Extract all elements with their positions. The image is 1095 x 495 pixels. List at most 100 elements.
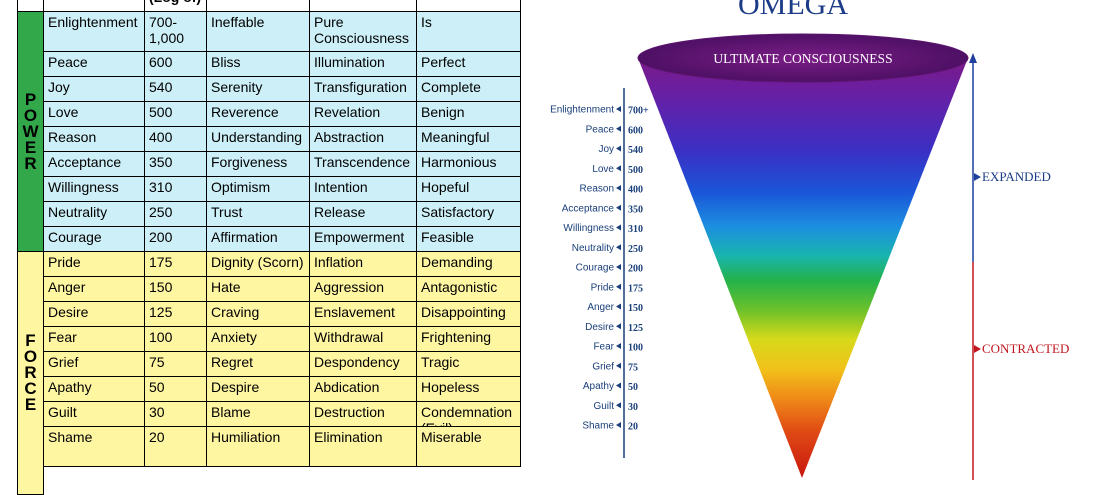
cell-emotion: Ineffable <box>207 12 310 52</box>
cell-emotion: Hate <box>207 277 310 302</box>
cell-level: Peace <box>44 52 145 77</box>
header-cell <box>310 0 417 12</box>
cell-process: Pure Consciousness <box>310 12 417 52</box>
level-name: Enlightenment <box>550 105 614 116</box>
cell-life-view: Complete <box>417 77 521 102</box>
cell-process: Abdication <box>310 377 417 402</box>
side-letter: R <box>24 363 37 382</box>
up-arrowhead-icon <box>969 53 977 63</box>
header-cell <box>207 0 310 12</box>
cell-level: Pride <box>44 252 145 277</box>
cell-emotion: Anxiety <box>207 327 310 352</box>
level-name: Shame <box>582 421 614 432</box>
cell-life-view: Antagonistic <box>417 277 521 302</box>
level-name: Pride <box>591 282 615 293</box>
cell-process: Revelation <box>310 102 417 127</box>
cell-level: Courage <box>44 227 145 252</box>
level-pointer-icon <box>616 244 621 251</box>
cell-life-view: Benign <box>417 102 521 127</box>
cell-log: 310 <box>145 177 207 202</box>
level-name: Courage <box>576 263 615 274</box>
cone-top-label: ULTIMATE CONSCIOUSNESS <box>713 51 892 66</box>
cell-life-view: Demanding <box>417 252 521 277</box>
level-pointer-icon <box>616 204 621 211</box>
level-pointer-icon <box>616 264 621 270</box>
cone-svg: ULTIMATE CONSCIOUSNESS OMEGA Enlightenme… <box>550 0 1069 480</box>
level-pointer-icon <box>616 362 621 369</box>
cell-emotion: Blame <box>207 402 310 427</box>
cell-level: Love <box>44 102 145 127</box>
cell-life-view: Meaningful <box>417 127 521 152</box>
cell-process: Withdrawal <box>310 327 417 352</box>
level-pointer-icon <box>616 185 621 191</box>
level-pointer-icon <box>616 125 621 132</box>
cell-log: 100 <box>145 327 207 352</box>
cell-life-view: Harmonious <box>417 152 521 177</box>
side-letter: E <box>24 137 37 157</box>
expanded-pointer-icon <box>974 173 981 181</box>
cell-life-view: Feasible <box>417 227 521 252</box>
level-value: 75 <box>628 362 638 373</box>
cell-level: Acceptance <box>44 152 145 177</box>
level-pointer-icon <box>616 224 621 231</box>
level-value: 500 <box>628 165 643 176</box>
level-pointer-icon <box>616 402 621 409</box>
header-cell <box>417 0 521 12</box>
cell-life-view: Condemnation (Evil) <box>417 402 521 427</box>
contracted-pointer-icon <box>974 345 981 353</box>
cell-level: Enlightenment <box>44 12 145 52</box>
level-pointer-icon <box>616 343 621 349</box>
cell-level: Guilt <box>44 402 145 427</box>
level-value: 350 <box>628 204 643 215</box>
cell-level: Desire <box>44 302 145 327</box>
cell-log: 125 <box>145 302 207 327</box>
level-name: Peace <box>586 124 615 135</box>
cell-log: 150 <box>145 277 207 302</box>
cell-emotion: Trust <box>207 202 310 227</box>
cell-log: 600 <box>145 52 207 77</box>
cell-life-view: Perfect <box>417 52 521 77</box>
level-pointer-icon <box>616 283 621 290</box>
cell-log: 200 <box>145 227 207 252</box>
cell-log: 540 <box>145 77 207 102</box>
side-letter: O <box>23 105 38 125</box>
cell-log: 175 <box>145 252 207 277</box>
level-pointer-icon <box>616 422 621 428</box>
cell-level: Shame <box>44 427 145 467</box>
cell-process: Elimination <box>310 427 417 467</box>
header-cell: (Log of) <box>145 0 207 12</box>
side-letter: E <box>24 395 37 414</box>
omega-title: OMEGA <box>738 0 848 21</box>
cell-emotion: Bliss <box>207 52 310 77</box>
cell-life-view: Frightening <box>417 327 521 352</box>
level-pointer-icon <box>616 106 621 112</box>
side-letter: W <box>22 121 39 141</box>
cell-log: 20 <box>145 427 207 467</box>
level-value: 30 <box>628 402 638 413</box>
side-letter: C <box>24 379 37 398</box>
cell-log: 75 <box>145 352 207 377</box>
cell-level: Joy <box>44 77 145 102</box>
expanded-label: EXPANDED <box>982 169 1051 184</box>
cell-log: 350 <box>145 152 207 177</box>
cell-emotion: Affirmation <box>207 227 310 252</box>
contracted-label: CONTRACTED <box>982 341 1069 356</box>
level-name: Anger <box>587 302 614 313</box>
side-letter: O <box>23 347 38 366</box>
cell-life-view: Tragic <box>417 352 521 377</box>
cell-process: Release <box>310 202 417 227</box>
cell-log: 700- 1,000 <box>145 12 207 52</box>
cone-body <box>638 58 968 478</box>
level-value: 50 <box>628 382 638 393</box>
level-name: Reason <box>580 184 614 195</box>
cell-emotion: Serenity <box>207 77 310 102</box>
cell-emotion: Reverence <box>207 102 310 127</box>
cell-process: Aggression <box>310 277 417 302</box>
header-cell <box>44 0 145 12</box>
level-value: 150 <box>628 303 643 314</box>
level-value: 100 <box>628 343 643 354</box>
level-name: Willingness <box>563 223 614 234</box>
side-letter: R <box>24 153 37 173</box>
